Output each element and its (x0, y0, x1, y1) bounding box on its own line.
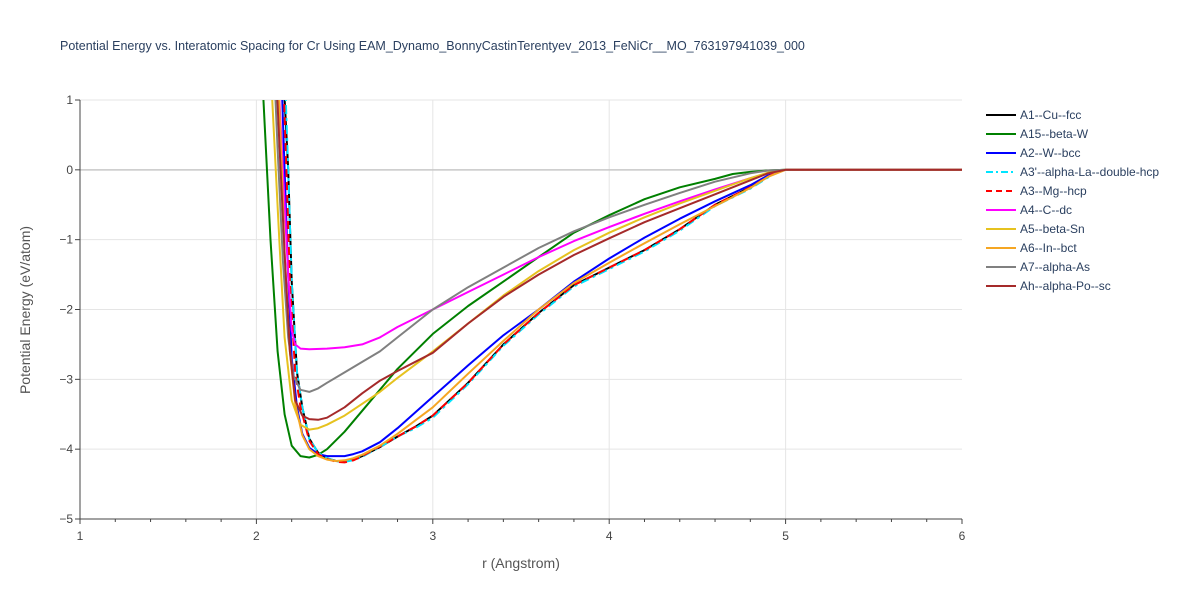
x-tick-labels: 1 2 3 4 5 6 (77, 529, 966, 543)
y-tick-label: −2 (59, 303, 73, 317)
legend[interactable]: A1--Cu--fcc A15--beta-W A2--W--bcc A3'--alp… (986, 108, 1159, 293)
legend-item[interactable]: A3'--alpha-La--double-hcp (986, 165, 1159, 179)
legend-label: Ah--alpha-Po--sc (1020, 279, 1111, 293)
series-line-1 (262, 100, 962, 459)
legend-label: A4--C--dc (1020, 203, 1072, 217)
grid-lines (80, 99, 962, 519)
series-line-8 (274, 100, 962, 393)
y-tick-label: 1 (66, 93, 73, 107)
y-tick-label: 0 (66, 163, 73, 177)
legend-label: A6--In--bct (1020, 241, 1077, 255)
legend-label: A5--beta-Sn (1020, 222, 1085, 236)
legend-item[interactable]: A15--beta-W (986, 127, 1089, 141)
legend-label: A3'--alpha-La--double-hcp (1020, 165, 1159, 179)
legend-item[interactable]: A5--beta-Sn (986, 222, 1085, 236)
x-axis-title: r (Angstrom) (482, 555, 560, 571)
series-line-6 (271, 100, 962, 431)
legend-label: A2--W--bcc (1020, 146, 1080, 160)
series-line-3 (284, 100, 962, 463)
series-lines (262, 100, 962, 464)
legend-item[interactable]: A6--In--bct (986, 241, 1077, 255)
series-line-7 (278, 100, 962, 462)
x-tick-label: 5 (782, 529, 789, 543)
legend-item[interactable]: A3--Mg--hcp (986, 184, 1087, 198)
legend-label: A7--alpha-As (1020, 260, 1090, 274)
x-tick-label: 1 (77, 529, 84, 543)
y-tick-label: −4 (59, 442, 73, 456)
x-tick-label: 2 (253, 529, 260, 543)
chart-title: Potential Energy vs. Interatomic Spacing… (60, 39, 805, 53)
legend-label: A15--beta-W (1020, 127, 1089, 141)
x-tick-label: 3 (429, 529, 436, 543)
y-tick-label: −5 (59, 512, 73, 526)
y-axis-title: Potential Energy (eV/atom) (17, 226, 33, 394)
legend-item[interactable]: Ah--alpha-Po--sc (986, 279, 1111, 293)
legend-label: A3--Mg--hcp (1020, 184, 1087, 198)
legend-item[interactable]: A2--W--bcc (986, 146, 1080, 160)
x-tick-label: 6 (959, 529, 966, 543)
y-tick-labels: 1 0 −1 −2 −3 −4 −5 (59, 93, 73, 526)
y-tick-label: −1 (59, 233, 73, 247)
legend-item[interactable]: A7--alpha-As (986, 260, 1090, 274)
series-line-5 (278, 100, 962, 351)
series-line-4 (283, 100, 962, 464)
y-tick-label: −3 (59, 372, 73, 386)
legend-item[interactable]: A1--Cu--fcc (986, 108, 1081, 122)
legend-label: A1--Cu--fcc (1020, 108, 1081, 122)
legend-item[interactable]: A4--C--dc (986, 203, 1072, 217)
axes (75, 99, 963, 524)
series-line-9 (276, 100, 962, 421)
x-tick-label: 4 (606, 529, 613, 543)
